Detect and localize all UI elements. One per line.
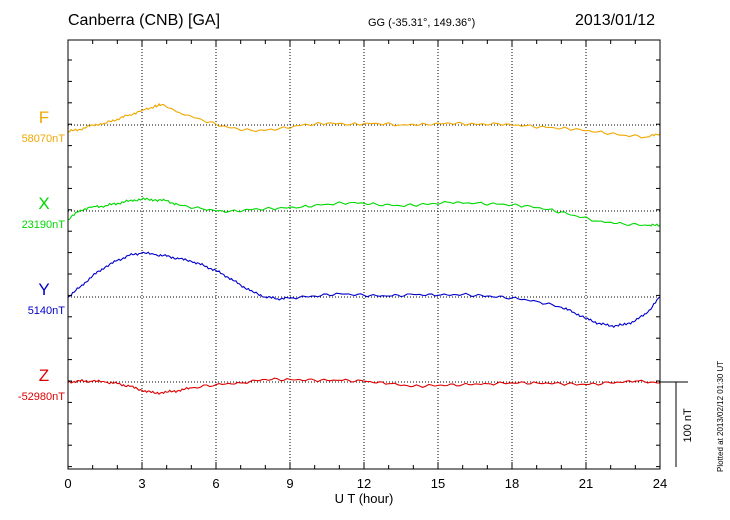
x-tick-label-3: 3	[138, 476, 145, 491]
x-tick-label-18: 18	[505, 476, 519, 491]
axis-ticks	[67, 40, 688, 469]
x-tick-label-0: 0	[64, 476, 71, 491]
x-tick-label-15: 15	[431, 476, 445, 491]
x-tick-label-6: 6	[212, 476, 219, 491]
series-baseline-value-Z: -52980nT	[18, 391, 65, 403]
series-label-Z: Z	[39, 366, 49, 385]
series-line-Z	[67, 377, 661, 395]
station-title: Canberra (CNB) [GA]	[68, 12, 221, 29]
x-axis-title: U T (hour)	[335, 491, 394, 506]
series-label-Y: Y	[38, 280, 49, 299]
axis-labels: 0 3 6 9 12 15 18 21 24 F 58070nT X 23190nT Y 5140nT Z -5…	[18, 108, 694, 491]
station-coordinates: GG (-35.31°, 149.36°)	[368, 17, 476, 29]
series-lines	[67, 102, 661, 395]
series-baseline-value-X: 23190nT	[22, 219, 66, 231]
grid-lines	[68, 40, 660, 469]
series-label-X: X	[38, 194, 49, 213]
series-line-X	[67, 197, 661, 227]
series-line-F	[68, 102, 661, 139]
series-label-F: F	[39, 108, 49, 127]
x-tick-label-24: 24	[653, 476, 667, 491]
series-baseline-value-Y: 5140nT	[28, 305, 66, 317]
x-tick-label-9: 9	[286, 476, 293, 491]
x-tick-label-12: 12	[357, 476, 371, 491]
scale-bar-label: 100 nT	[682, 408, 694, 443]
plotted-timestamp-note: Plotted at 2013/02/12 01:30 UT	[716, 361, 725, 472]
x-tick-label-21: 21	[579, 476, 593, 491]
series-baseline-value-F: 58070nT	[22, 133, 66, 145]
plot-date: 2013/01/12	[575, 12, 656, 29]
series-line-Y	[67, 251, 661, 328]
